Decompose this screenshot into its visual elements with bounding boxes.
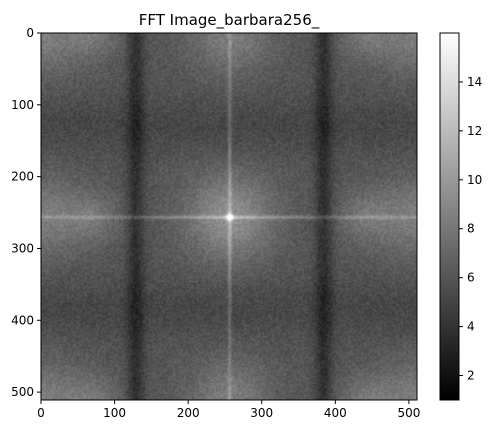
y-tick-label: 100 [11,98,34,112]
colorbar-tick-label: 14 [467,75,482,89]
x-tick-label: 0 [37,406,45,420]
colorbar-tick-label: 2 [467,369,475,383]
plot-area [40,32,418,401]
x-tick-label: 300 [250,406,273,420]
colorbar-tick-label: 8 [467,222,475,236]
chart-title: FFT Image_barbara256_ [139,11,320,30]
plot-frame [40,32,418,401]
x-tick-label: 200 [177,406,200,420]
y-tick-label: 200 [11,170,34,184]
x-tick-label: 400 [324,406,347,420]
x-tick-label: 500 [397,406,420,420]
colorbar-frame [439,32,460,401]
fft-magnitude-image [41,33,417,400]
colorbar-gradient [440,33,459,400]
y-axis: 0 100 200 300 400 500 [11,26,41,399]
x-axis: 0 100 200 300 400 500 [37,400,420,420]
colorbar: 2 4 6 8 10 12 14 [439,32,482,401]
colorbar-tick-label: 4 [467,320,475,334]
y-tick-label: 500 [11,385,34,399]
colorbar-ticks: 2 4 6 8 10 12 14 [459,75,482,383]
y-tick-label: 400 [11,313,34,327]
y-tick-label: 0 [26,26,34,40]
x-tick-label: 100 [103,406,126,420]
colorbar-tick-label: 10 [467,173,482,187]
colorbar-tick-label: 12 [467,124,482,138]
y-tick-label: 300 [11,241,34,255]
colorbar-tick-label: 6 [467,271,475,285]
